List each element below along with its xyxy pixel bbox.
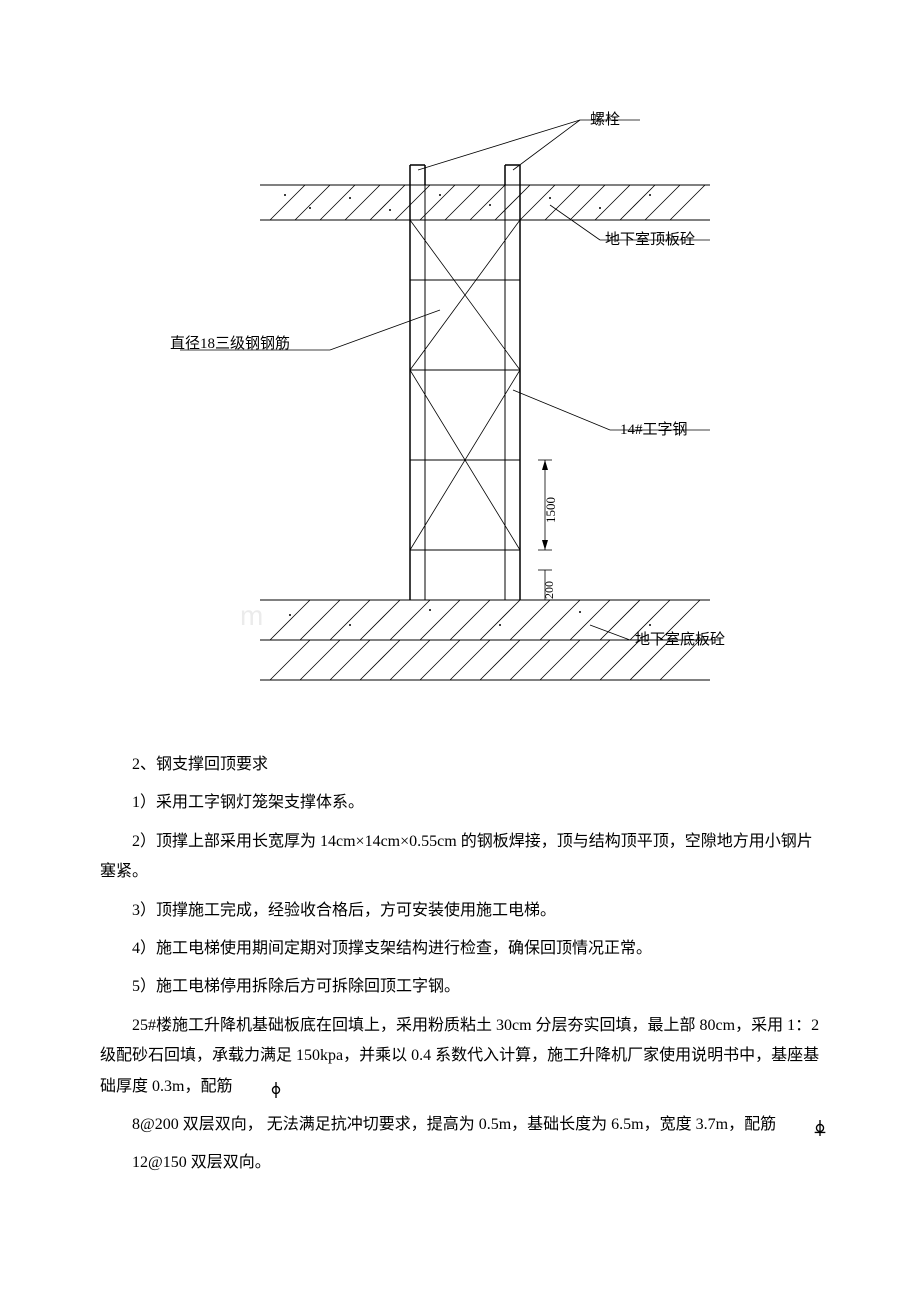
label-ibeam: 14#工字钢 (620, 418, 688, 439)
para-2: 1）采用工字钢灯笼架支撑体系。 (100, 788, 820, 818)
label-bolt: 螺栓 (590, 108, 620, 129)
para-1: 2、钢支撑回顶要求 (100, 750, 820, 780)
top-slab-hatch (260, 185, 710, 220)
rebar-symbol-icon-2 (780, 1117, 796, 1133)
para-3: 2）顶撑上部采用长宽厚为 14cm×14cm×0.55cm 的钢板焊接，顶与结构… (100, 827, 820, 888)
label-bottomslab: 地下室底板砼 (635, 628, 725, 649)
ibeam-verticals (410, 165, 520, 600)
para-9: 12@150 双层双向。 (100, 1148, 820, 1178)
label-topslab: 地下室顶板砼 (605, 228, 695, 249)
para-7a-text: 25#楼施工升降机基础板底在回填上，采用粉质粘土 30cm 分层夯实回填，最上部… (100, 1017, 819, 1095)
para-6: 5）施工电梯停用拆除后方可拆除回顶工字钢。 (100, 972, 820, 1002)
para-5: 4）施工电梯使用期间定期对顶撑支架结构进行检查，确保回顶情况正常。 (100, 934, 820, 964)
svg-text:1500: 1500 (543, 497, 558, 523)
para-8: 8@200 双层双向， 无法满足抗冲切要求，提高为 0.5m，基础长度为 6.5… (100, 1110, 820, 1140)
horizontal-ties (410, 280, 520, 550)
para-4: 3）顶撑施工完成，经验收合格后，方可安装使用施工电梯。 (100, 896, 820, 926)
para-8-text: 8@200 双层双向， 无法满足抗冲切要求，提高为 0.5m，基础长度为 6.5… (132, 1116, 776, 1133)
dimension-1500: 1500 (538, 460, 558, 550)
diagonal-bracing (410, 220, 520, 550)
rebar-symbol-icon (236, 1079, 252, 1095)
diagram-svg: 1500 200 (150, 80, 770, 720)
dimension-200: 200 (538, 570, 556, 600)
para-7: 25#楼施工升降机基础板底在回填上，采用粉质粘土 30cm 分层夯实回填，最上部… (100, 1011, 820, 1102)
text-content: 2、钢支撑回顶要求 1）采用工字钢灯笼架支撑体系。 2）顶撑上部采用长宽厚为 1… (100, 750, 820, 1179)
svg-text:200: 200 (542, 581, 556, 599)
support-diagram: 1500 200 螺栓 地下室顶板砼 直径18三级钢钢筋 14#工字钢 地下室底… (150, 80, 770, 720)
label-rebar: 直径18三级钢钢筋 (170, 332, 290, 353)
